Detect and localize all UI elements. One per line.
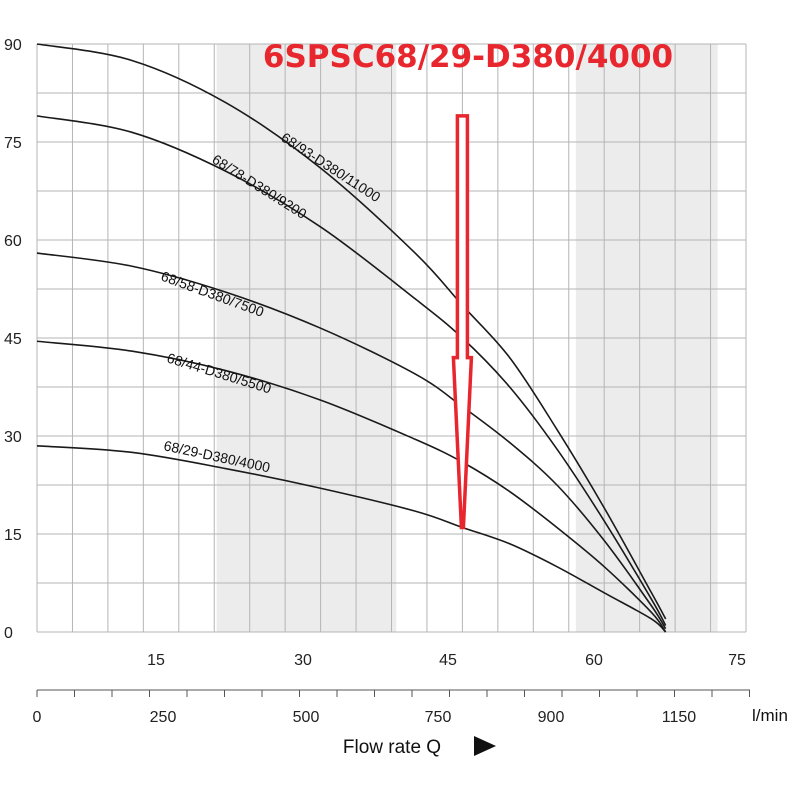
y-tick-label: 75: [4, 135, 22, 152]
y-tick-label: 45: [4, 331, 22, 348]
y-tick-label: 90: [4, 37, 22, 54]
curve-68/93-D380/11000: [36, 43, 667, 620]
chart-title: 6SPSC68/29-D380/4000: [263, 39, 673, 75]
y-tick-label: 15: [4, 527, 22, 544]
x-axis-label: Flow rate Q: [343, 737, 441, 758]
grid-lines: [36, 43, 747, 633]
curves: [36, 43, 667, 633]
x-tick-label-bottom: 750: [425, 709, 452, 726]
x-tick-label-top: 45: [439, 652, 457, 669]
curve-68/78-D380/9200: [36, 115, 667, 626]
y-axis-ticks: 0 15 30 45 60 75 90: [4, 37, 22, 642]
x-tick-label-top: 75: [728, 652, 746, 669]
y-tick-label: 60: [4, 233, 22, 250]
x-tick-label-bottom: 1150: [662, 709, 697, 726]
x-tick-label-bottom: 500: [293, 709, 320, 726]
y-tick-label: 30: [4, 429, 22, 446]
x-axis-ticks-top: 15 30 45 60 75: [147, 652, 746, 669]
x-tick-label-bottom: 250: [150, 709, 177, 726]
x-tick-label-bottom: 900: [538, 709, 565, 726]
x-tick-label-top: 60: [585, 652, 603, 669]
annotation-arrow: [451, 114, 474, 530]
x-tick-label-top: 30: [294, 652, 312, 669]
x-tick-label-top: 15: [147, 652, 165, 669]
curve-68/29-D380/4000: [36, 445, 667, 633]
bottom-axis: 0 250 500 750 900 1150: [33, 689, 750, 726]
curve-68/44-D380/5500: [36, 340, 667, 633]
y-tick-label: 0: [4, 625, 13, 642]
x-axis-unit: l/min: [752, 706, 788, 725]
play-triangle-icon: [474, 736, 496, 756]
curve-68/58-D380/7500: [36, 252, 667, 630]
down-arrow-icon: [451, 114, 474, 530]
x-tick-label-bottom: 0: [33, 709, 42, 726]
